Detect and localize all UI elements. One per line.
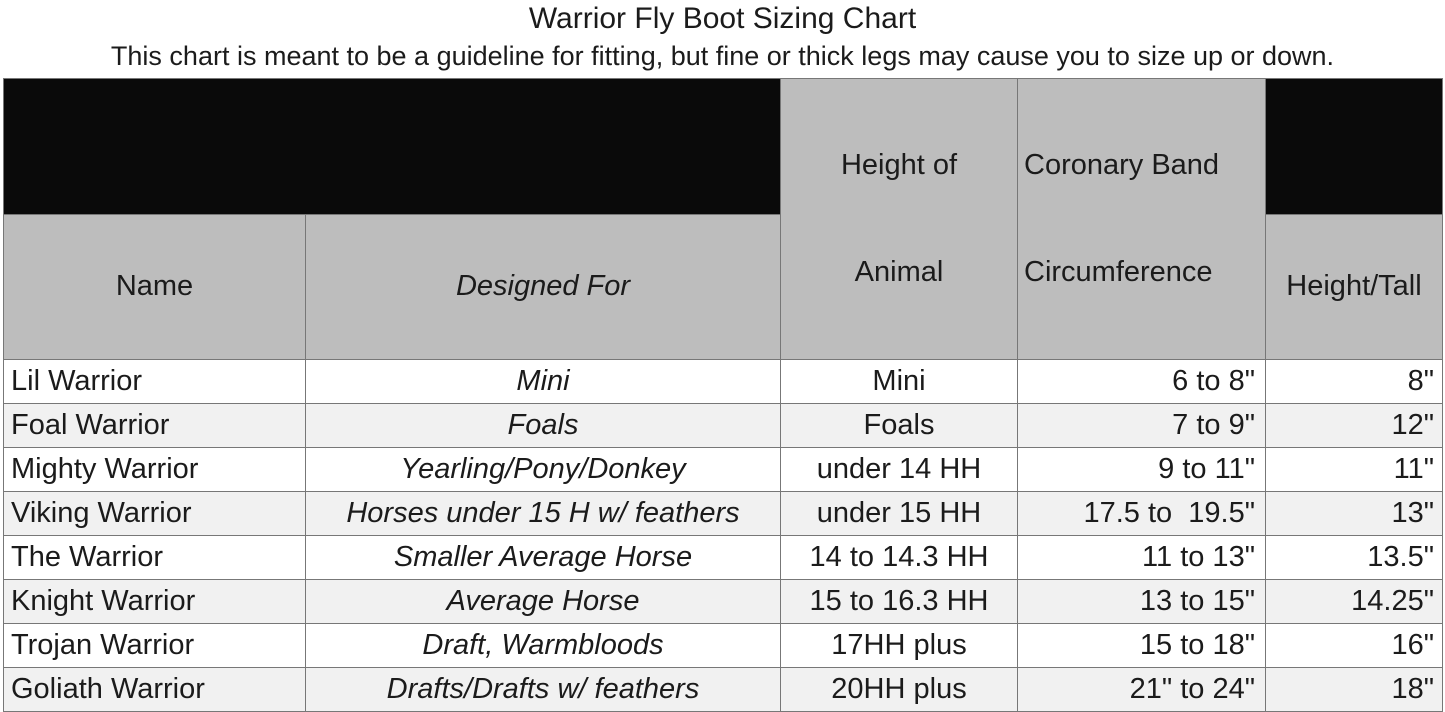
table-row: The Warrior Smaller Average Horse 14 to … xyxy=(3,535,1443,580)
cell-height-of-animal: under 15 HH xyxy=(780,491,1018,536)
cell-designed-for: Foals xyxy=(305,403,781,448)
cell-height-tall: 8" xyxy=(1265,359,1443,404)
cell-designed-for: Average Horse xyxy=(305,579,781,624)
cell-height-tall: 12" xyxy=(1265,403,1443,448)
cell-height-tall: 14.25" xyxy=(1265,579,1443,624)
cell-coronary-band: 13 to 15" xyxy=(1017,579,1266,624)
cell-name: The Warrior xyxy=(3,535,306,580)
cell-height-tall: 11" xyxy=(1265,447,1443,492)
cell-height-tall: 16" xyxy=(1265,623,1443,668)
header-row-top: Height of Animal Coronary Band Circumfer… xyxy=(3,78,1443,360)
header-height-tall: Height/Tall xyxy=(1265,213,1443,361)
cell-coronary-band: 11 to 13" xyxy=(1017,535,1266,580)
table-row: Trojan Warrior Draft, Warmbloods 17HH pl… xyxy=(3,623,1443,668)
header-line: Animal xyxy=(854,256,944,288)
table-row: Lil Warrior Mini Mini 6 to 8" 8" xyxy=(3,359,1443,404)
cell-name: Trojan Warrior xyxy=(3,623,306,668)
cell-height-of-animal: Mini xyxy=(780,359,1018,404)
cell-height-of-animal: 17HH plus xyxy=(780,623,1018,668)
page-title: Warrior Fly Boot Sizing Chart xyxy=(528,2,917,35)
cell-name: Mighty Warrior xyxy=(3,447,306,492)
cell-coronary-band: 7 to 9" xyxy=(1017,403,1266,448)
cell-coronary-band: 6 to 8" xyxy=(1017,359,1266,404)
table-row: Mighty Warrior Yearling/Pony/Donkey unde… xyxy=(3,447,1443,492)
table-row: Foal Warrior Foals Foals 7 to 9" 12" xyxy=(3,403,1443,448)
cell-height-of-animal: 14 to 14.3 HH xyxy=(780,535,1018,580)
cell-name: Goliath Warrior xyxy=(3,667,306,712)
sizing-table: Height of Animal Coronary Band Circumfer… xyxy=(3,78,1443,712)
cell-height-tall: 13" xyxy=(1265,491,1443,536)
cell-height-tall: 18" xyxy=(1265,667,1443,712)
cell-designed-for: Smaller Average Horse xyxy=(305,535,781,580)
cell-name: Knight Warrior xyxy=(3,579,306,624)
cell-height-of-animal: under 14 HH xyxy=(780,447,1018,492)
cell-height-of-animal: 15 to 16.3 HH xyxy=(780,579,1018,624)
cell-coronary-band: 9 to 11" xyxy=(1017,447,1266,492)
table-row: Knight Warrior Average Horse 15 to 16.3 … xyxy=(3,579,1443,624)
header-height-of-animal: Height of Animal xyxy=(780,78,1018,360)
cell-coronary-band: 21" to 24" xyxy=(1017,667,1266,712)
cell-height-of-animal: 20HH plus xyxy=(780,667,1018,712)
cell-height-tall: 13.5" xyxy=(1265,535,1443,580)
header-line: Coronary Band xyxy=(1024,149,1220,181)
cell-name: Viking Warrior xyxy=(3,491,306,536)
header-line: Circumference xyxy=(1024,256,1213,288)
cell-coronary-band: 17.5 to 19.5" xyxy=(1017,491,1266,536)
cell-designed-for: Mini xyxy=(305,359,781,404)
cell-name: Foal Warrior xyxy=(3,403,306,448)
header-line: Height of xyxy=(840,149,958,181)
cell-designed-for: Yearling/Pony/Donkey xyxy=(305,447,781,492)
cell-designed-for: Horses under 15 H w/ feathers xyxy=(305,491,781,536)
header-black-spacer-right xyxy=(1265,78,1443,215)
cell-name: Lil Warrior xyxy=(3,359,306,404)
cell-designed-for: Draft, Warmbloods xyxy=(305,623,781,668)
table-body: Lil Warrior Mini Mini 6 to 8" 8" Foal Wa… xyxy=(3,359,1443,712)
header-coronary-band-circumference: Coronary Band Circumference xyxy=(1017,78,1266,360)
cell-coronary-band: 15 to 18" xyxy=(1017,623,1266,668)
table-row: Goliath Warrior Drafts/Drafts w/ feather… xyxy=(3,667,1443,712)
table-row: Viking Warrior Horses under 15 H w/ feat… xyxy=(3,491,1443,536)
header-designed-for: Designed For xyxy=(305,213,781,361)
cell-height-of-animal: Foals xyxy=(780,403,1018,448)
page-subtitle: This chart is meant to be a guideline fo… xyxy=(110,41,1335,71)
header-black-spacer-left xyxy=(3,78,781,215)
header-row-bottom: Name Designed For Height/Tall xyxy=(3,213,1443,361)
table-header: Height of Animal Coronary Band Circumfer… xyxy=(3,78,1443,361)
header-name: Name xyxy=(3,213,306,361)
cell-designed-for: Drafts/Drafts w/ feathers xyxy=(305,667,781,712)
